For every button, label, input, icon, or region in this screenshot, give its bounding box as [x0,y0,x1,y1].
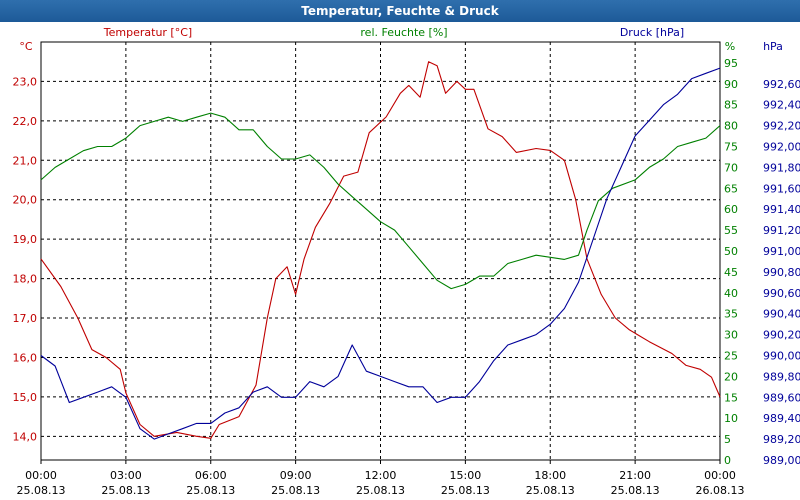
humidity-tick-label: 15 [724,391,738,404]
pressure-tick-label: 991,40 [763,203,800,216]
temperature-tick-label: 15,0 [13,391,38,404]
humidity-tick-label: 75 [724,141,738,154]
data-series [40,61,721,440]
x-tick-date: 25.08.13 [17,484,66,497]
humidity-tick-label: 90 [724,78,738,91]
temperature-tick-label: 17,0 [13,312,38,325]
humidity-tick-label: 55 [724,224,738,237]
x-axis-tick-labels: 00:00 25.08.13 03:00 25.08.13 06:00 25.08.13 0… [17,469,745,497]
temperature-legend: Temperatur [°C] [103,26,192,39]
humidity-tick-label: 10 [724,412,738,425]
pressure-tick-label: 989,40 [763,412,800,425]
pressure-tick-label: 992,20 [763,120,800,133]
pressure-tick-label: 990,20 [763,329,800,342]
temperature-tick-label: 14,0 [13,430,38,443]
temperature-unit-label: °C [19,40,33,53]
humidity-tick-label: 85 [724,99,738,112]
x-tick-time: 12:00 [365,469,397,482]
x-tick-time: 03:00 [110,469,142,482]
pressure-tick-label: 990,60 [763,287,800,300]
humidity-tick-label: 45 [724,266,738,279]
axis-tick-labels: 14,0 15,0 16,0 17,0 18,0 19,0 20,0 21,0 22,0 23,0… [13,57,800,467]
humidity-tick-label: 20 [724,370,738,383]
x-tick-date: 25.08.13 [441,484,490,497]
humidity-tick-label: 0 [724,454,731,467]
pressure-tick-label: 989,60 [763,391,800,404]
humidity-tick-label: 5 [724,433,731,446]
x-tick-time: 00:00 [25,469,57,482]
humidity-line [40,112,721,290]
humidity-tick-label: 95 [724,57,738,70]
x-tick-date: 25.08.13 [186,484,235,497]
x-tick-date: 25.08.13 [101,484,150,497]
pressure-tick-label: 992,00 [763,141,800,154]
pressure-tick-label: 991,00 [763,245,800,258]
humidity-tick-label: 65 [724,182,738,195]
x-tick-time: 09:00 [280,469,312,482]
pressure-tick-label: 992,60 [763,78,800,91]
humidity-tick-label: 40 [724,287,738,300]
pressure-tick-label: 991,20 [763,224,800,237]
temperature-tick-label: 21,0 [13,154,38,167]
humidity-tick-label: 80 [724,120,738,133]
x-tick-date: 25.08.13 [356,484,405,497]
x-tick-date: 25.08.13 [526,484,575,497]
temperature-tick-label: 23,0 [13,75,38,88]
pressure-tick-label: 989,00 [763,454,800,467]
pressure-tick-label: 991,60 [763,182,800,195]
x-tick-time: 06:00 [195,469,227,482]
x-tick-time: 00:00 [704,469,736,482]
humidity-unit-label: % [725,40,735,53]
grid [40,41,721,464]
humidity-legend: rel. Feuchte [%] [360,26,447,39]
pressure-unit-label: hPa [763,40,783,53]
temperature-line [40,61,721,439]
pressure-tick-label: 989,80 [763,370,800,383]
pressure-tick-label: 990,00 [763,350,800,363]
humidity-tick-label: 35 [724,308,738,321]
x-tick-time: 18:00 [534,469,566,482]
humidity-tick-label: 30 [724,329,738,342]
x-tick-date: 25.08.13 [271,484,320,497]
temperature-tick-label: 18,0 [13,273,38,286]
window-title: Temperatur, Feuchte & Druck [0,0,800,22]
pressure-legend: Druck [hPa] [620,26,684,39]
temperature-tick-label: 16,0 [13,351,38,364]
pressure-tick-label: 990,40 [763,308,800,321]
pressure-tick-label: 990,80 [763,266,800,279]
humidity-tick-label: 70 [724,161,738,174]
humidity-tick-label: 60 [724,203,738,216]
humidity-tick-label: 25 [724,350,738,363]
x-tick-time: 21:00 [619,469,651,482]
x-tick-date: 25.08.13 [611,484,660,497]
x-tick-time: 15:00 [450,469,482,482]
temperature-tick-label: 19,0 [13,233,38,246]
temperature-tick-label: 20,0 [13,194,38,207]
temperature-tick-label: 22,0 [13,115,38,128]
pressure-tick-label: 992,40 [763,99,800,112]
humidity-tick-label: 50 [724,245,738,258]
pressure-line [40,67,721,440]
pressure-tick-label: 989,20 [763,433,800,446]
x-tick-date: 26.08.13 [696,484,745,497]
pressure-tick-label: 991,80 [763,161,800,174]
